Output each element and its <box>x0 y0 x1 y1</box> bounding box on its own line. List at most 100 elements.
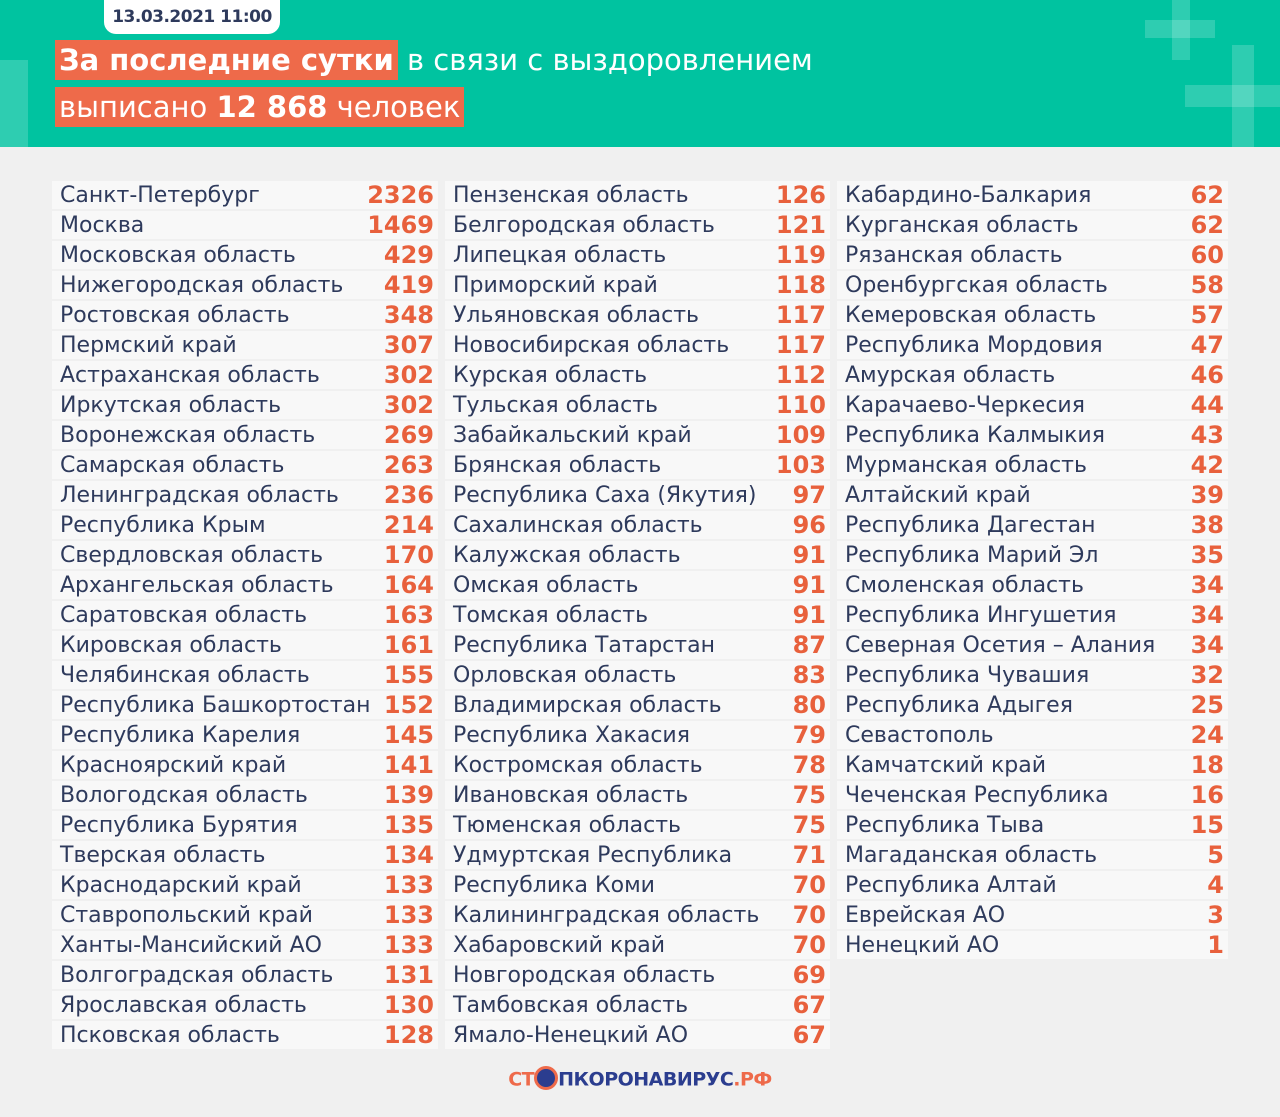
discharged-count: 75 <box>792 781 826 809</box>
discharged-count: 91 <box>792 601 826 629</box>
headline-line-2: выписано 12 868 человек <box>55 87 465 127</box>
region-name: Карачаево-Черкесия <box>845 392 1085 418</box>
region-name: Севастополь <box>845 722 994 748</box>
table-row: Ненецкий АО 1 <box>837 931 1228 959</box>
discharged-count: 78 <box>792 751 826 779</box>
region-name: Ярославская область <box>60 992 307 1018</box>
discharged-count: 15 <box>1190 811 1224 839</box>
region-name: Ростовская область <box>60 302 290 328</box>
decorative-cross-icon <box>1185 85 1280 107</box>
region-name: Псковская область <box>60 1022 280 1048</box>
table-row: Амурская область 46 <box>837 361 1228 389</box>
decorative-cross-icon <box>1232 45 1254 147</box>
region-name: Ленинградская область <box>60 482 339 508</box>
discharged-count: 44 <box>1190 391 1224 419</box>
table-row: Ульяновская область 117 <box>445 301 830 329</box>
region-name: Новосибирская область <box>453 332 730 358</box>
table-row: Хабаровский край 70 <box>445 931 830 959</box>
discharged-count: 34 <box>1190 631 1224 659</box>
discharged-count: 46 <box>1190 361 1224 389</box>
table-row: Магаданская область 5 <box>837 841 1228 869</box>
table-row: Красноярский край 141 <box>52 751 438 779</box>
region-name: Хабаровский край <box>453 932 665 958</box>
region-name: Томская область <box>453 602 649 628</box>
discharged-count: 135 <box>383 811 434 839</box>
table-row: Республика Бурятия 135 <box>52 811 438 839</box>
table-row: Курганская область 62 <box>837 211 1228 239</box>
region-name: Владимирская область <box>453 692 722 718</box>
table-row: Севастополь 24 <box>837 721 1228 749</box>
table-row: Тверская область 134 <box>52 841 438 869</box>
table-row: Республика Карелия 145 <box>52 721 438 749</box>
region-name: Свердловская область <box>60 542 324 568</box>
table-row: Сахалинская область 96 <box>445 511 830 539</box>
region-name: Ставропольский край <box>60 902 313 928</box>
table-row: Республика Крым 214 <box>52 511 438 539</box>
table-row: Псковская область 128 <box>52 1021 438 1049</box>
discharged-count: 62 <box>1190 211 1224 239</box>
discharged-count: 60 <box>1190 241 1224 269</box>
discharged-count: 141 <box>383 751 434 779</box>
table-row: Ямало-Ненецкий АО 67 <box>445 1021 830 1049</box>
discharged-count: 103 <box>775 451 826 479</box>
logo-text: СТ <box>508 1068 535 1091</box>
table-row: Челябинская область 155 <box>52 661 438 689</box>
region-name: Забайкальский край <box>453 422 692 448</box>
table-row: Волгоградская область 131 <box>52 961 438 989</box>
region-name: Республика Мордовия <box>845 332 1103 358</box>
region-name: Омская область <box>453 572 639 598</box>
discharged-count: 126 <box>775 181 826 209</box>
table-row: Республика Чувашия 32 <box>837 661 1228 689</box>
table-row: Томская область 91 <box>445 601 830 629</box>
region-name: Ненецкий АО <box>845 932 1000 958</box>
table-row: Краснодарский край 133 <box>52 871 438 899</box>
region-name: Республика Чувашия <box>845 662 1090 688</box>
discharged-count: 119 <box>775 241 826 269</box>
table-row: Тамбовская область 67 <box>445 991 830 1019</box>
discharged-count: 110 <box>775 391 826 419</box>
discharged-count: 128 <box>383 1021 434 1049</box>
discharged-count: 109 <box>775 421 826 449</box>
table-row: Белгородская область 121 <box>445 211 830 239</box>
table-row: Самарская область 263 <box>52 451 438 479</box>
region-name: Республика Бурятия <box>60 812 298 838</box>
discharged-count: 91 <box>792 571 826 599</box>
discharged-count: 236 <box>383 481 434 509</box>
table-row: Астраханская область 302 <box>52 361 438 389</box>
region-name: Иркутская область <box>60 392 282 418</box>
region-name: Магаданская область <box>845 842 1098 868</box>
table-row: Республика Марий Эл 35 <box>837 541 1228 569</box>
table-row: Республика Алтай 4 <box>837 871 1228 899</box>
discharged-count: 43 <box>1190 421 1224 449</box>
region-name: Калужская область <box>453 542 681 568</box>
region-column-2: Пензенская область 126 Белгородская област… <box>445 181 830 1051</box>
region-name: Брянская область <box>453 452 662 478</box>
table-row: Республика Ингушетия 34 <box>837 601 1228 629</box>
region-name: Республика Татарстан <box>453 632 715 658</box>
total-count: 12 868 <box>216 90 328 124</box>
table-row: Кабардино-Балкария 62 <box>837 181 1228 209</box>
table-row: Брянская область 103 <box>445 451 830 479</box>
table-row: Вологодская область 139 <box>52 781 438 809</box>
region-column-3: Кабардино-Балкария 62 Курганская область 62… <box>837 181 1228 961</box>
decorative-cross-icon <box>1172 0 1190 60</box>
discharged-count: 96 <box>792 511 826 539</box>
region-name: Калининградская область <box>453 902 760 928</box>
discharged-count: 67 <box>792 991 826 1019</box>
discharged-count: 269 <box>383 421 434 449</box>
discharged-count: 3 <box>1207 901 1224 929</box>
table-row: Республика Калмыкия 43 <box>837 421 1228 449</box>
discharged-count: 302 <box>383 361 434 389</box>
discharged-count: 57 <box>1190 301 1224 329</box>
discharged-count: 118 <box>775 271 826 299</box>
region-name: Республика Калмыкия <box>845 422 1105 448</box>
table-row: Московская область 429 <box>52 241 438 269</box>
discharged-count: 117 <box>775 331 826 359</box>
discharged-count: 1469 <box>367 211 434 239</box>
discharged-count: 79 <box>792 721 826 749</box>
table-row: Калининградская область 70 <box>445 901 830 929</box>
region-name: Оренбургская область <box>845 272 1108 298</box>
region-name: Еврейская АО <box>845 902 1006 928</box>
table-row: Республика Хакасия 79 <box>445 721 830 749</box>
region-name: Ямало-Ненецкий АО <box>453 1022 689 1048</box>
